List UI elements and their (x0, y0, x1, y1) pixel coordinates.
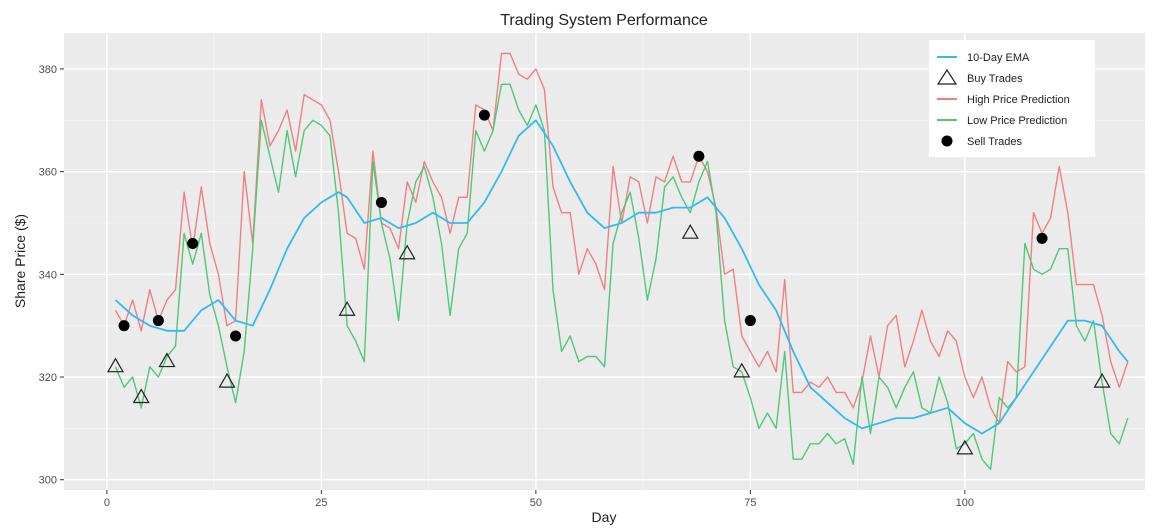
x-tick-label: 100 (956, 497, 974, 509)
legend-key-dot (941, 135, 953, 147)
x-tick-label: 75 (744, 497, 756, 509)
y-tick-label: 340 (39, 269, 57, 281)
10-day-ema-line (114, 119, 1129, 435)
grid-lines (64, 33, 1145, 490)
x-axis-title: Day (592, 509, 617, 525)
series-layer (114, 52, 1129, 471)
buy-trade-marker (132, 388, 150, 404)
chart-title: Trading System Performance (500, 12, 708, 29)
legend-label: Low Price Prediction (967, 115, 1067, 127)
y-tick-label: 300 (39, 475, 57, 487)
buy-trade-marker (158, 352, 176, 368)
sell-trade-marker (693, 150, 705, 162)
sell-trade-marker (187, 238, 199, 250)
legend-label: Sell Trades (967, 136, 1023, 148)
marker-layer (106, 109, 1111, 455)
buy-trade-marker (681, 223, 699, 239)
legend: 10-Day EMA Buy Trades High Price Predictio… (929, 40, 1095, 157)
y-axis-title: Share Price ($) (12, 214, 28, 308)
legend-key-triangle (936, 68, 958, 85)
y-tick-label: 320 (39, 372, 57, 384)
buy-trade-marker (106, 357, 125, 373)
buy-trade-marker (1093, 372, 1111, 388)
low-price-prediction-line (114, 83, 1129, 471)
sell-trade-marker (152, 315, 164, 327)
sell-trade-marker (1036, 232, 1048, 244)
sell-trade-marker (375, 196, 387, 208)
x-tick-label: 50 (530, 497, 542, 509)
buy-trade-marker (956, 439, 974, 455)
legend-label: Buy Trades (967, 73, 1023, 85)
axes-layer: 0 25 50 75 100 300 320 340 360 380 (39, 64, 974, 509)
buy-trade-marker (338, 301, 356, 316)
x-tick-label: 25 (315, 497, 327, 509)
buy-trade-marker (218, 372, 236, 388)
y-tick-label: 360 (39, 167, 57, 179)
legend-label: 10-Day EMA (967, 52, 1030, 64)
x-tick-label: 0 (104, 497, 110, 509)
buy-trade-marker (733, 362, 751, 378)
buy-trade-marker (398, 244, 416, 260)
sell-trade-marker (744, 315, 756, 327)
legend-label: High Price Prediction (967, 94, 1070, 106)
sell-trade-marker (478, 109, 490, 121)
sell-trade-marker (118, 320, 130, 332)
y-tick-label: 380 (39, 64, 57, 76)
sell-trade-marker (230, 330, 242, 342)
